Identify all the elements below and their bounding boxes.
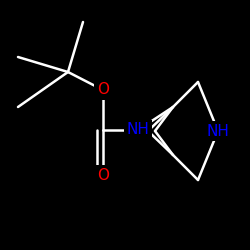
Text: NH: NH <box>126 122 150 138</box>
Text: O: O <box>97 82 109 98</box>
Text: O: O <box>97 168 109 182</box>
Text: NH: NH <box>206 124 230 138</box>
